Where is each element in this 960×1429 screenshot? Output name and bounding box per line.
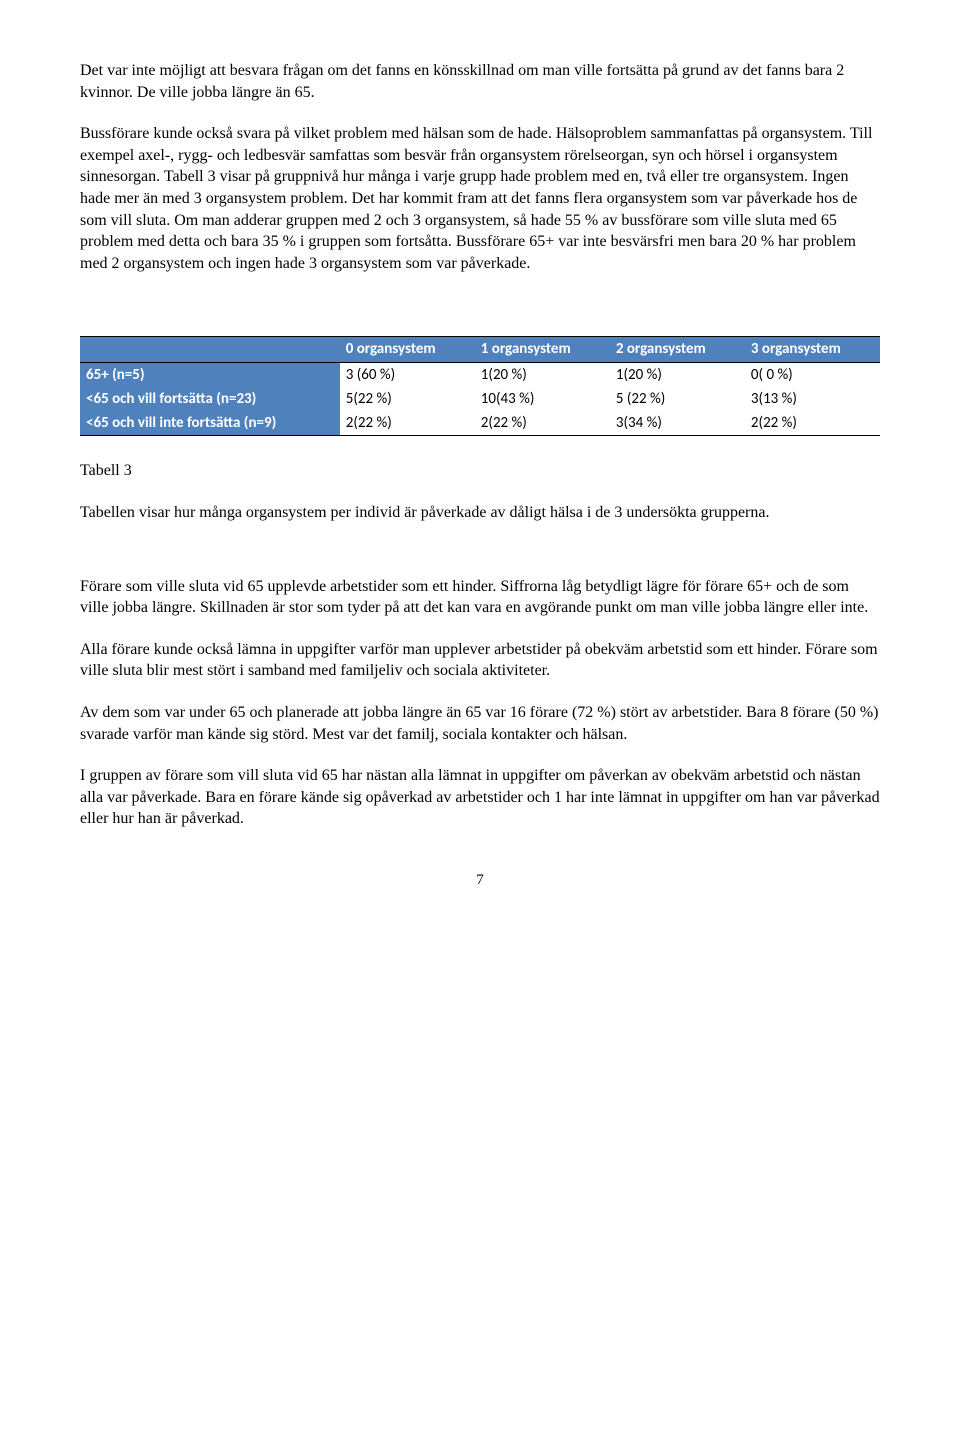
paragraph-5: Förare som ville sluta vid 65 upplevde a… <box>80 576 880 619</box>
table-header-blank <box>80 337 340 362</box>
paragraph-7: Av dem som var under 65 och planerade at… <box>80 702 880 745</box>
table-header-col3: 3 organsystem <box>745 337 880 362</box>
table-header-col2: 2 organsystem <box>610 337 745 362</box>
table-row: 65+ (n=5) 3 (60 %) 1(20 %) 1(20 %) 0( 0 … <box>80 362 880 387</box>
cell: 2(22 %) <box>340 411 475 436</box>
row-label: <65 och vill inte fortsätta (n=9) <box>80 411 340 436</box>
table-header-row: 0 organsystem 1 organsystem 2 organsyste… <box>80 337 880 362</box>
table-caption-number: Tabell 3 <box>80 460 880 482</box>
cell: 1(20 %) <box>610 362 745 387</box>
organsystem-table: 0 organsystem 1 organsystem 2 organsyste… <box>80 336 880 436</box>
cell: 5(22 %) <box>340 387 475 411</box>
cell: 2(22 %) <box>475 411 610 436</box>
paragraph-8: I gruppen av förare som vill sluta vid 6… <box>80 765 880 830</box>
cell: 2(22 %) <box>745 411 880 436</box>
table-header-col0: 0 organsystem <box>340 337 475 362</box>
cell: 3(34 %) <box>610 411 745 436</box>
cell: 10(43 %) <box>475 387 610 411</box>
row-label: <65 och vill fortsätta (n=23) <box>80 387 340 411</box>
table-header-col1: 1 organsystem <box>475 337 610 362</box>
page-number: 7 <box>80 870 880 890</box>
table-caption-text: Tabellen visar hur många organsystem per… <box>80 502 880 524</box>
cell: 1(20 %) <box>475 362 610 387</box>
row-label: 65+ (n=5) <box>80 362 340 387</box>
table-row: <65 och vill fortsätta (n=23) 5(22 %) 10… <box>80 387 880 411</box>
cell: 3(13 %) <box>745 387 880 411</box>
paragraph-1: Det var inte möjligt att besvara frågan … <box>80 60 880 103</box>
paragraph-6: Alla förare kunde också lämna in uppgift… <box>80 639 880 682</box>
cell: 5 (22 %) <box>610 387 745 411</box>
paragraph-2: Bussförare kunde också svara på vilket p… <box>80 123 880 274</box>
table-row: <65 och vill inte fortsätta (n=9) 2(22 %… <box>80 411 880 436</box>
cell: 3 (60 %) <box>340 362 475 387</box>
cell: 0( 0 %) <box>745 362 880 387</box>
